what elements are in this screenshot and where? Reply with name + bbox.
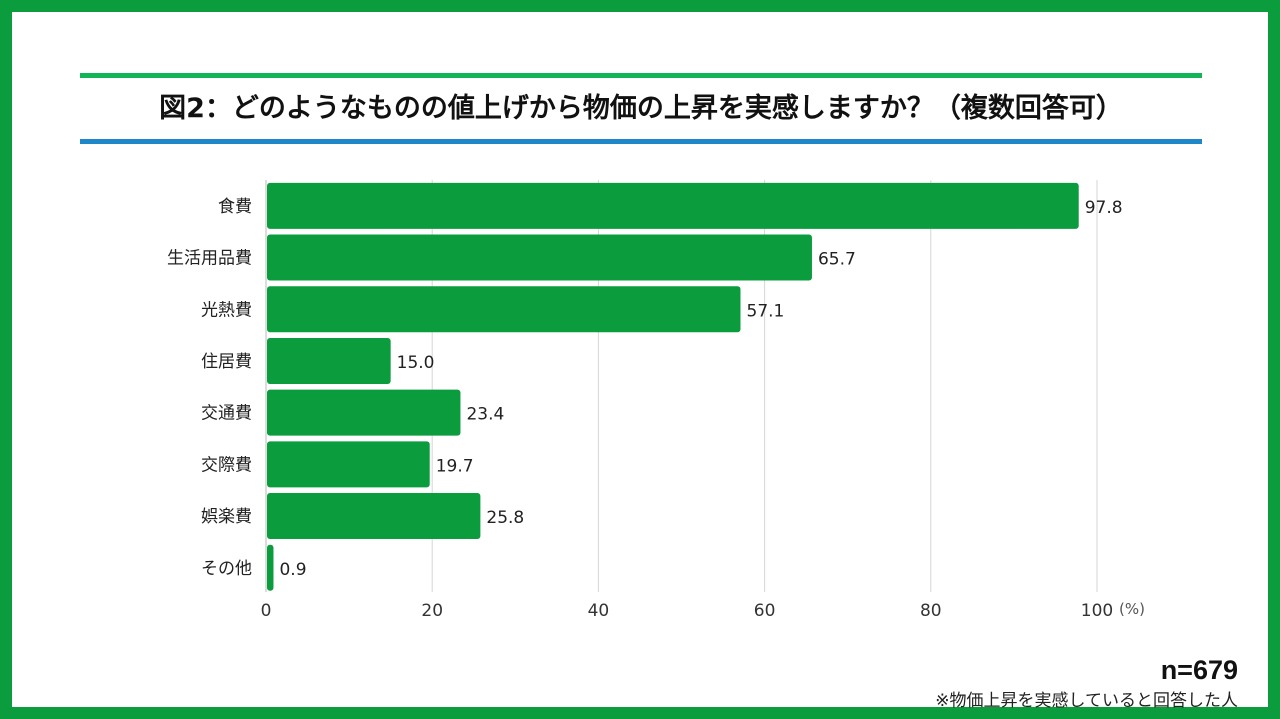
bar-0 <box>267 182 1079 229</box>
data-label: 19.7 <box>436 456 474 476</box>
x-tick-label: 40 <box>588 601 610 621</box>
data-label: 23.4 <box>466 405 504 425</box>
x-tick-label: 100 <box>1081 601 1113 621</box>
bar-2 <box>267 286 741 333</box>
bar-1 <box>267 234 812 281</box>
category-label: 生活用品費 <box>167 249 252 269</box>
x-tick-label: 20 <box>421 601 443 621</box>
sample-size: n=679 <box>1160 655 1238 685</box>
category-label: 光熱費 <box>201 300 252 320</box>
x-tick-label: 60 <box>754 601 776 621</box>
data-label: 0.9 <box>279 560 306 580</box>
bar-7 <box>267 544 274 591</box>
title-rule-top <box>80 73 1202 78</box>
x-tick-label: 0 <box>261 601 272 621</box>
bar-5 <box>267 441 430 488</box>
data-label: 65.7 <box>818 250 856 270</box>
category-label: その他 <box>201 559 252 579</box>
category-label: 娯楽費 <box>201 507 252 527</box>
footnote: ※物価上昇を実感していると回答した人 <box>935 691 1238 711</box>
data-label: 57.1 <box>747 301 785 321</box>
bar-4 <box>267 389 461 436</box>
category-label: 交際費 <box>201 455 252 475</box>
x-tick-label: 80 <box>920 601 942 621</box>
chart-title: 図2：どのようなものの値上げから物価の上昇を実感しますか？（複数回答可） <box>159 93 1123 124</box>
data-label: 25.8 <box>486 508 524 528</box>
x-axis-unit: (%) <box>1119 600 1145 618</box>
title-rule-bottom <box>80 139 1202 144</box>
category-label: 住居費 <box>201 352 252 372</box>
bar-3 <box>267 337 391 384</box>
data-label: 97.8 <box>1085 198 1123 218</box>
category-label: 食費 <box>218 197 252 217</box>
bar-6 <box>267 493 481 540</box>
data-label: 15.0 <box>397 353 435 373</box>
category-label: 交通費 <box>201 404 252 424</box>
